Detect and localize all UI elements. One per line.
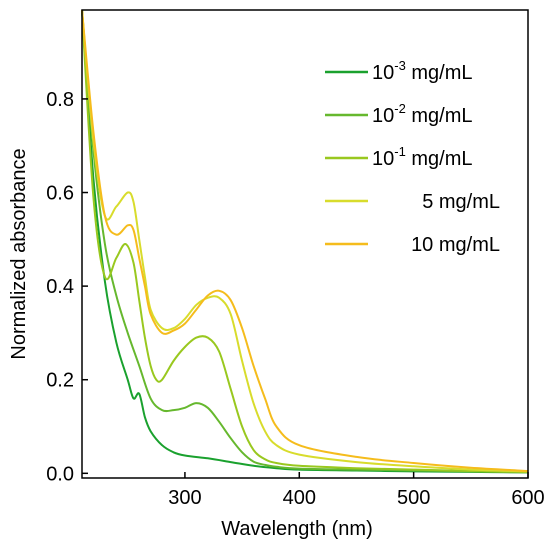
y-tick-label: 0.8 (46, 89, 74, 111)
series-line-4 (81, 9, 529, 473)
series-lines (81, 9, 529, 474)
series-line-3 (81, 9, 529, 473)
x-axis-ticks: 300 400 500 600 (168, 472, 545, 509)
x-tick-label: 400 (283, 487, 316, 509)
legend: 10-3 mg/mL 10-2 mg/mL 10-1 mg/mL 5 mg/mL 10 … (325, 58, 500, 256)
x-tick-label: 600 (511, 487, 544, 509)
x-tick-label: 500 (397, 487, 430, 509)
x-tick-label: 300 (168, 487, 201, 509)
series-line-2 (81, 9, 529, 474)
y-tick-label: 0.4 (46, 276, 74, 298)
y-axis-ticks: 0.0 0.2 0.4 0.6 0.8 (46, 89, 88, 485)
y-tick-label: 0.6 (46, 183, 74, 205)
plot-frame (81, 9, 529, 479)
legend-label: 5 mg/mL (422, 191, 500, 213)
legend-label: 10-2 mg/mL (372, 101, 473, 127)
y-tick-label: 0.2 (46, 370, 74, 392)
y-tick-label: 0.0 (46, 463, 74, 485)
legend-label: 10-3 mg/mL (372, 58, 473, 84)
legend-label: 10 mg/mL (411, 234, 500, 256)
series-line-5 (81, 9, 529, 472)
x-axis-title: Wavelength (nm) (221, 518, 373, 540)
y-axis-title: Normalized absorbance (8, 148, 30, 359)
legend-label: 10-1 mg/mL (372, 144, 473, 170)
